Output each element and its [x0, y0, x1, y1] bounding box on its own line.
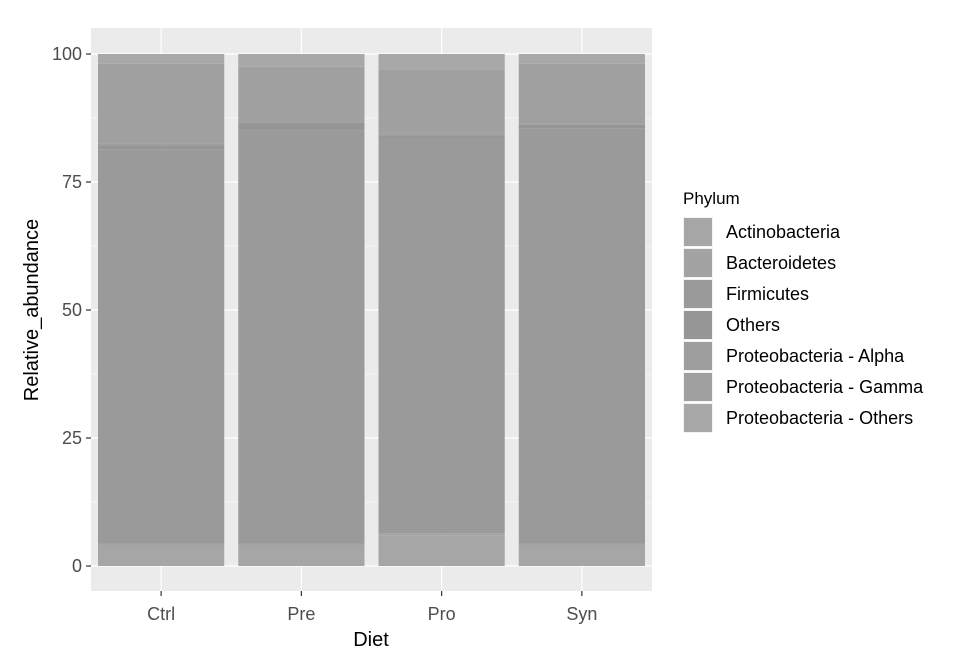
bar-segment — [238, 545, 365, 566]
legend-key — [684, 218, 712, 246]
y-axis-title: Relative_abundance — [21, 219, 43, 401]
bar-segment — [98, 143, 225, 146]
legend-key — [684, 373, 712, 401]
legend-label: Others — [726, 315, 780, 335]
bar-segment — [98, 54, 225, 64]
bar-segment — [518, 543, 645, 546]
bar-segment — [238, 130, 365, 544]
bars — [98, 54, 645, 566]
y-tick-label: 100 — [52, 44, 82, 64]
legend: Phylum Actinobacteria Bacteroidetes Firmic… — [683, 189, 924, 433]
bar-segment — [518, 123, 645, 125]
legend-title: Phylum — [683, 189, 740, 208]
bar-segment — [238, 66, 365, 122]
bar-segment — [378, 137, 505, 534]
bar-segment — [518, 63, 645, 124]
x-axis-title: Diet — [353, 629, 389, 651]
bar-segment — [518, 545, 645, 566]
x-tick-label: Ctrl — [147, 604, 175, 624]
bar-segment — [518, 54, 645, 64]
bar-segment — [98, 543, 225, 546]
bar-segment — [378, 54, 505, 70]
bar-segment — [518, 128, 645, 544]
bar-segment — [238, 543, 365, 546]
bar-segment — [98, 63, 225, 144]
legend-label: Firmicutes — [726, 284, 809, 304]
bar-segment — [378, 533, 505, 536]
bar-segment — [378, 69, 505, 134]
legend-label: Bacteroidetes — [726, 253, 836, 273]
legend-key — [684, 249, 712, 277]
bar-segment — [238, 121, 365, 123]
bar-segment — [378, 135, 505, 138]
legend-label: Proteobacteria - Gamma — [726, 377, 924, 397]
bar-segment — [378, 535, 505, 566]
legend-key — [684, 342, 712, 370]
x-tick-label: Pro — [428, 604, 456, 624]
bar-segment — [518, 124, 645, 129]
x-axis: Ctrl Pre Pro Syn — [147, 591, 597, 624]
x-tick-label: Syn — [566, 604, 597, 624]
y-tick-label: 75 — [62, 172, 82, 192]
legend-key — [684, 280, 712, 308]
x-tick-label: Pre — [287, 604, 315, 624]
y-tick-label: 0 — [72, 556, 82, 576]
bar-segment — [98, 149, 225, 544]
y-axis: 0 25 50 75 100 — [52, 44, 91, 576]
bar-segment — [98, 145, 225, 150]
legend-key — [684, 404, 712, 432]
bar-segment — [238, 54, 365, 67]
legend-key — [684, 311, 712, 339]
legend-label: Actinobacteria — [726, 222, 841, 242]
bar-segment — [378, 133, 505, 136]
y-tick-label: 50 — [62, 300, 82, 320]
legend-label: Proteobacteria - Alpha — [726, 346, 905, 366]
bar-segment — [238, 122, 365, 131]
y-tick-label: 25 — [62, 428, 82, 448]
legend-label: Proteobacteria - Others — [726, 408, 913, 428]
bar-segment — [98, 545, 225, 566]
